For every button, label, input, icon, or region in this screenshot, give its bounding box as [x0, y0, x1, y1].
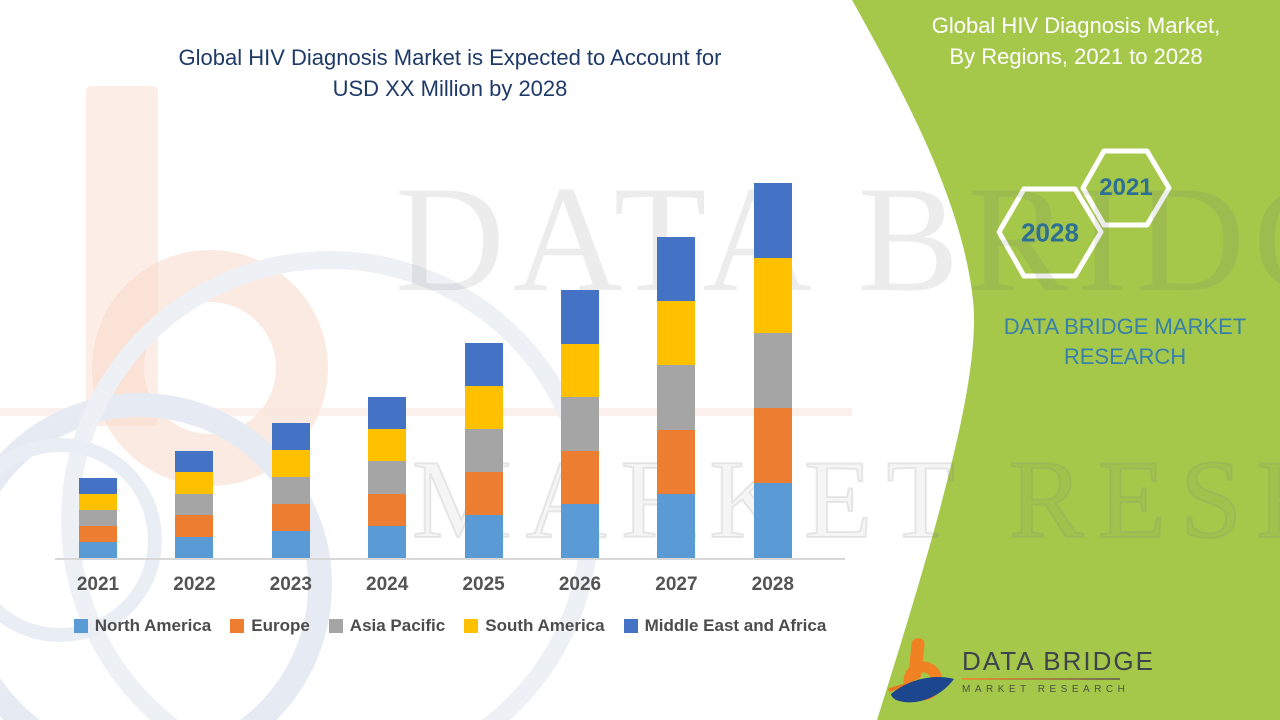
bar-segment-2025-north-america: [464, 515, 503, 558]
panel-brand-line1: DATA BRIDGE MARKET: [1003, 314, 1247, 339]
hexagon-label-2028: 2028: [1021, 217, 1079, 248]
bar-2025: [464, 343, 503, 558]
logo-brand-text: DATA BRIDGE: [962, 646, 1155, 676]
bar-2028: [753, 183, 792, 558]
bar-segment-2023-middle-east-and-africa: [271, 423, 310, 450]
chart-title-line2: USD XX Million by 2028: [332, 76, 568, 101]
legend-item-south-america: South America: [464, 616, 605, 636]
bar-2024: [368, 397, 407, 558]
x-axis-line: [55, 558, 845, 560]
bar-2021: [79, 478, 117, 558]
bar-segment-2022-middle-east-and-africa: [175, 451, 214, 473]
chart-title-line1: Global HIV Diagnosis Market is Expected …: [178, 45, 722, 70]
bar-segment-2028-europe: [753, 408, 792, 483]
legend-item-middle-east-and-africa: Middle East and Africa: [623, 616, 827, 636]
bar-2023: [271, 423, 310, 558]
panel-brand-text: DATA BRIDGE MARKET RESEARCH: [960, 312, 1280, 372]
bar-segment-2025-south-america: [464, 386, 503, 429]
legend-swatch-middle-east-and-africa: [623, 619, 638, 633]
hexagon-2028: [996, 186, 1104, 279]
legend-label-asia-pacific: Asia Pacific: [349, 616, 446, 635]
panel-heading-line1: Global HIV Diagnosis Market,: [931, 13, 1221, 38]
bar-segment-2024-europe: [368, 493, 407, 526]
bar-segment-2028-north-america: [753, 483, 792, 558]
bar-segment-2022-asia-pacific: [175, 493, 214, 516]
bar-segment-2022-north-america: [175, 536, 214, 558]
chart-legend: North America Europe Asia Pacific South Ame…: [55, 616, 845, 636]
bar-segment-2027-asia-pacific: [657, 365, 696, 430]
plot-area: 2021 2022 2023 2024 2025 2026 2027 2028: [55, 150, 845, 595]
x-axis-label-2021: 2021: [76, 574, 120, 595]
legend-swatch-asia-pacific: [328, 619, 343, 633]
legend-swatch-europe: [230, 619, 245, 633]
bar-segment-2021-asia-pacific: [79, 510, 117, 526]
legend-item-north-america: North America: [73, 616, 212, 636]
x-axis-label-2025: 2025: [462, 574, 505, 595]
data-bridge-logo-glyph: [888, 638, 954, 703]
bar-segment-2024-south-america: [368, 429, 407, 462]
legend-swatch-south-america: [464, 619, 479, 633]
bar-segment-2023-south-america: [271, 450, 310, 477]
bar-segment-2023-asia-pacific: [271, 477, 310, 504]
x-axis-label-2027: 2027: [655, 574, 698, 595]
bar-segment-2024-north-america: [368, 525, 407, 558]
bar-segment-2028-south-america: [753, 258, 792, 333]
bar-segment-2026-asia-pacific: [561, 397, 599, 451]
bar-segment-2026-north-america: [561, 504, 599, 558]
bar-segment-2025-middle-east-and-africa: [464, 343, 503, 386]
panel-heading-line2: By Regions, 2021 to 2028: [949, 44, 1203, 69]
legend-label-middle-east-and-africa: Middle East and Africa: [644, 616, 827, 635]
legend-item-europe: Europe: [230, 616, 310, 636]
x-axis-label-2024: 2024: [366, 574, 409, 595]
chart-title: Global HIV Diagnosis Market is Expected …: [55, 42, 845, 104]
bar-segment-2027-south-america: [657, 301, 696, 366]
bar-segment-2021-south-america: [79, 494, 117, 510]
x-axis-label-2026: 2026: [558, 574, 602, 595]
bar-segment-2026-middle-east-and-africa: [561, 290, 599, 344]
bar-segment-2023-north-america: [271, 531, 310, 558]
bar-2026: [561, 290, 599, 558]
panel-brand-line2: RESEARCH: [1063, 344, 1187, 369]
legend-swatch-north-america: [73, 619, 88, 633]
x-axis-label-2028: 2028: [751, 574, 794, 595]
hexagon-outlines: [996, 148, 1172, 279]
watermark-text-line1: DATA BRIDGE: [395, 155, 1280, 323]
bar-2022: [175, 451, 214, 558]
bar-2027: [657, 237, 696, 558]
x-axis-label-2022: 2022: [173, 574, 216, 595]
x-axis-label-2023: 2023: [269, 574, 312, 595]
bar-segment-2022-europe: [175, 515, 214, 537]
bar-segment-2024-middle-east-and-africa: [368, 397, 407, 430]
bar-segment-2021-north-america: [79, 542, 117, 558]
logo-divider-line: [962, 678, 1120, 680]
bar-segment-2028-asia-pacific: [753, 333, 792, 408]
logo-tagline-text: MARKET RESEARCH: [962, 684, 1130, 695]
bar-segment-2024-asia-pacific: [368, 461, 407, 494]
bar-segment-2025-europe: [464, 472, 503, 515]
bar-segment-2027-north-america: [657, 493, 696, 558]
bar-segment-2022-south-america: [175, 472, 214, 494]
hexagon-label-2021: 2021: [1099, 174, 1153, 201]
bar-segment-2023-europe: [271, 504, 310, 531]
bar-segment-2026-south-america: [561, 343, 599, 398]
green-panel-shape: [852, 0, 1280, 720]
hexagon-2021: [1080, 148, 1172, 228]
legend-label-europe: Europe: [251, 616, 310, 635]
bar-segment-2026-europe: [561, 450, 599, 505]
legend-label-north-america: North America: [94, 616, 212, 635]
legend-label-south-america: South America: [485, 616, 605, 635]
panel-heading: Global HIV Diagnosis Market, By Regions,…: [880, 10, 1272, 72]
bar-segment-2021-europe: [79, 526, 117, 542]
bar-segment-2027-middle-east-and-africa: [657, 237, 696, 302]
bar-segment-2021-middle-east-and-africa: [79, 478, 117, 494]
legend-item-asia-pacific: Asia Pacific: [328, 616, 446, 636]
bar-segment-2028-middle-east-and-africa: [753, 183, 792, 258]
watermark-text-line2: MARKET RESEARCH: [411, 437, 1280, 563]
bar-segment-2027-europe: [657, 429, 696, 494]
bar-segment-2025-asia-pacific: [464, 429, 503, 472]
